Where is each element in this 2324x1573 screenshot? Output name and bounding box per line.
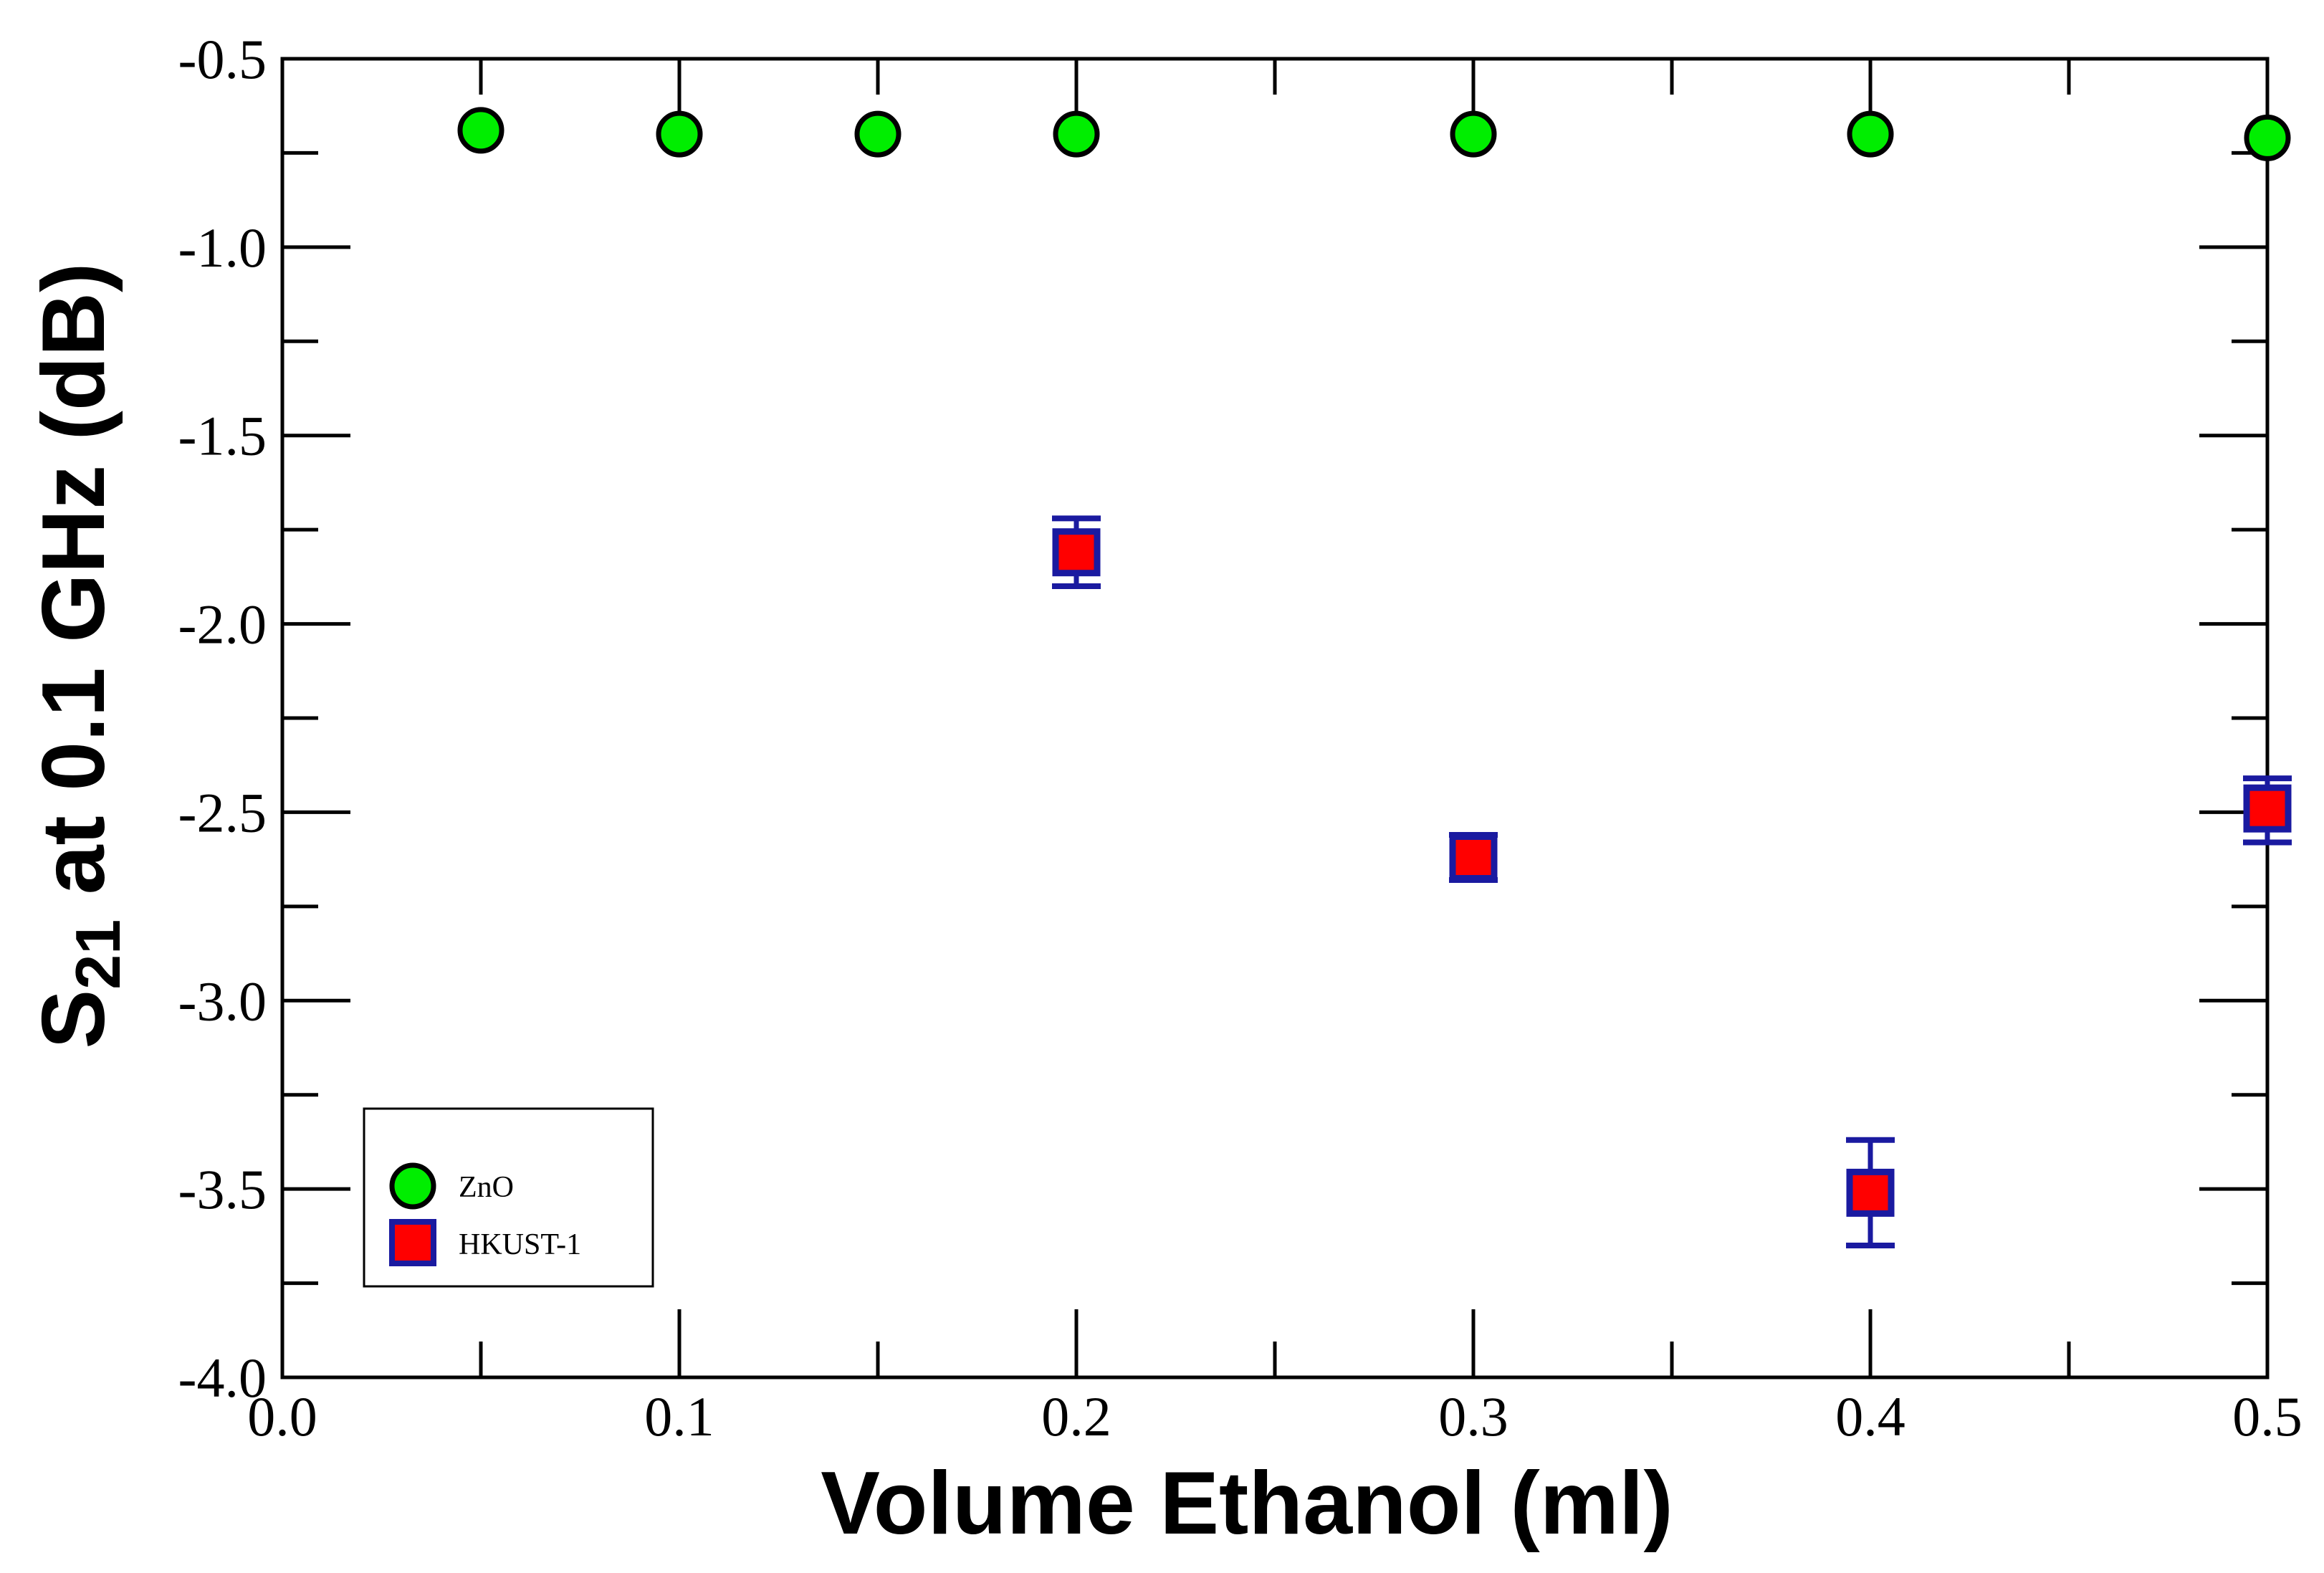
legend-label-hkust: HKUST-1 [459,1228,581,1261]
legend: ZnO HKUST-1 [363,1107,654,1288]
series-zno [457,107,2291,161]
data-point [1053,110,1100,158]
y-axis-title-subscript: 21 [62,919,133,990]
data-point [854,110,902,158]
x-tick-label: 0.5 [2232,1385,2303,1448]
y-axis-title-main: S [24,990,123,1049]
y-axis-tick-labels: -4.0 -3.5 -3.0 -2.5 -2.0 -1.5 -1.0 -0.5 [178,28,267,1409]
x-tick-label: 0.1 [644,1385,714,1448]
x-tick-label: 0.3 [1438,1385,1508,1448]
y-tick-label: -0.5 [178,28,267,90]
y-axis-title-rest: at 0.1 GHz (dB) [24,263,123,919]
data-point [2244,114,2291,161]
series-layer [457,107,2292,1248]
x-axis-title: Volume Ethanol (ml) [821,1454,1673,1553]
legend-marker-hkust [389,1219,436,1266]
y-tick-label: -1.5 [178,405,267,467]
data-point [1847,110,1894,158]
data-point [1449,833,1498,882]
data-point [2243,784,2292,833]
y-axis-title: S21 at 0.1 GHz (dB) [24,263,133,1049]
y-tick-label: -4.0 [178,1347,267,1409]
data-point [1846,1168,1895,1217]
x-axis-tick-labels: 0.0 0.1 0.2 0.3 0.4 0.5 [247,1385,2303,1448]
y-tick-label: -3.5 [178,1158,267,1220]
x-tick-label: 0.0 [247,1385,317,1448]
series-hkust-1 [1052,515,2292,1248]
y-tick-label: -3.0 [178,970,267,1032]
x-tick-label: 0.2 [1041,1385,1111,1448]
data-point [1052,528,1101,577]
y-tick-label: -2.5 [178,781,267,843]
x-tick-label: 0.4 [1835,1385,1905,1448]
y-tick-label: -1.0 [178,216,267,279]
legend-label-zno: ZnO [459,1171,514,1204]
data-point [457,107,505,154]
y-tick-label: -2.0 [178,593,267,656]
data-point [656,110,703,158]
legend-marker-zno [389,1162,436,1210]
data-point [1450,110,1497,158]
